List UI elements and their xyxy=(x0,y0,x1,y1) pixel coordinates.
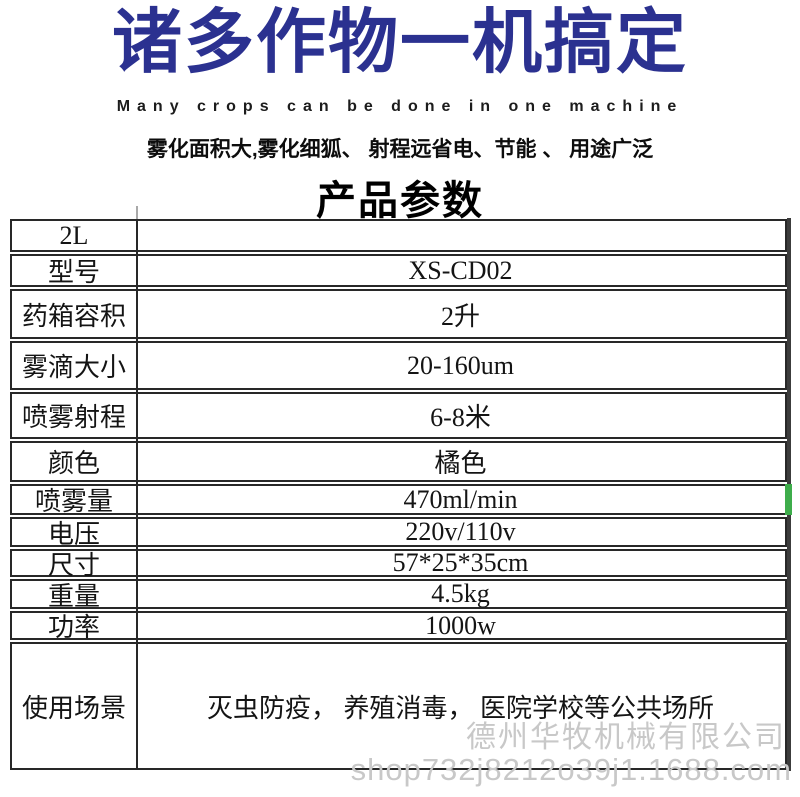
spec-rows: 2L 型号 XS-CD02 药箱容积 2升 雾滴大小 20-160um 喷雾射程… xyxy=(10,219,787,770)
spec-value: 57*25*35cm xyxy=(392,548,529,577)
table-row: 喷雾射程 6-8米 xyxy=(10,392,787,439)
table-row: 药箱容积 2升 xyxy=(10,289,787,339)
table-row: 重量 4.5kg xyxy=(10,579,787,611)
spec-table: 2L 型号 XS-CD02 药箱容积 2升 雾滴大小 20-160um 喷雾射程… xyxy=(10,206,792,773)
table-row: 型号 XS-CD02 xyxy=(10,254,787,287)
spec-label: 2L xyxy=(59,220,89,250)
spec-label: 电压 xyxy=(47,519,100,549)
spec-value: 220v/110v xyxy=(405,517,516,546)
spec-value: 20-160um xyxy=(407,350,514,380)
section-title-product-parameters: 产品参数 xyxy=(316,179,484,223)
spec-value: 1000w xyxy=(425,610,496,640)
table-row: 功率 1000w xyxy=(10,610,787,642)
table-row: 2L xyxy=(10,219,787,252)
spec-label: 颜色 xyxy=(47,449,100,478)
spec-value: 4.5kg xyxy=(431,579,490,608)
spec-value: 灭虫防疫， 养殖消毒， 医院学校等公共场所 xyxy=(206,693,714,723)
spec-label: 尺寸 xyxy=(47,550,100,580)
divider-top-tick xyxy=(136,206,138,219)
spec-label: 喷雾射程 xyxy=(21,403,126,432)
green-highlight-marker xyxy=(785,484,792,515)
spec-label: 使用场景 xyxy=(21,693,126,723)
watermark-company-name: 德州华牧机械有限公司 xyxy=(466,721,786,754)
table-row: 颜色 橘色 xyxy=(10,441,787,482)
table-row: 雾滴大小 20-160um xyxy=(10,341,787,390)
table-row: 尺寸 57*25*35cm xyxy=(10,548,787,580)
spec-label: 重量 xyxy=(47,581,100,611)
spec-value xyxy=(136,221,785,250)
table-row: 电压 220v/110v xyxy=(10,517,787,549)
spec-label: 型号 xyxy=(47,258,100,287)
spec-value: 2升 xyxy=(440,301,480,331)
spec-label: 药箱容积 xyxy=(21,301,126,331)
feature-tagline: 雾化面积大,雾化细狐、 射程远省电、节能 、 用途广泛 xyxy=(146,138,654,161)
table-row: 喷雾量 470ml/min xyxy=(10,484,787,516)
page-title: 诸多作物一机搞定 xyxy=(112,3,688,81)
spec-label: 功率 xyxy=(47,613,100,642)
spec-label: 喷雾量 xyxy=(34,487,113,516)
spec-value: 橘色 xyxy=(434,449,487,478)
watermark-shop-url: shop732j8212o39j1.1688.com xyxy=(350,752,792,787)
column-divider xyxy=(136,219,138,770)
spec-label: 雾滴大小 xyxy=(21,353,126,382)
spec-value: 6-8米 xyxy=(430,403,491,432)
subtitle-english: Many crops can be done in one machine xyxy=(116,98,684,115)
table-row: 使用场景 灭虫防疫， 养殖消毒， 医院学校等公共场所 xyxy=(10,642,787,770)
spec-value: XS-CD02 xyxy=(408,255,513,285)
spec-value: 470ml/min xyxy=(403,484,518,514)
